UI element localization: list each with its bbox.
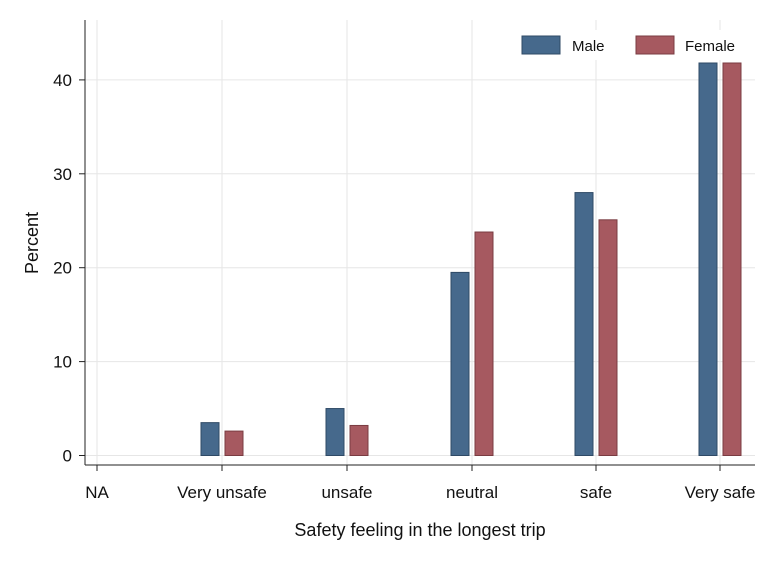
bar-female-4 <box>598 219 618 456</box>
bar-female-1 <box>224 430 244 456</box>
bar-female-3 <box>474 231 494 456</box>
x-tick-label-5: Very safe <box>685 483 756 502</box>
y-axis-title: Percent <box>22 212 42 274</box>
x-axis-ticks: NA Very unsafe unsafe neutral safe Very safe <box>85 465 755 502</box>
gridlines <box>85 20 755 465</box>
bar-male-5 <box>698 62 718 457</box>
y-tick-label-40: 40 <box>53 71 72 90</box>
legend-label-male: Male <box>572 38 605 55</box>
x-axis-title: Safety feeling in the longest trip <box>294 520 545 540</box>
bar-male-3 <box>450 271 470 456</box>
x-tick-label-0: NA <box>85 483 109 502</box>
legend-label-female: Female <box>685 38 735 55</box>
y-tick-label-20: 20 <box>53 259 72 278</box>
y-tick-label-10: 10 <box>53 353 72 372</box>
x-tick-label-1: Very unsafe <box>177 483 267 502</box>
legend: Male Female <box>505 30 755 60</box>
bar-female-5 <box>722 62 742 457</box>
x-tick-label-2: unsafe <box>321 483 372 502</box>
bar-male-1 <box>200 422 220 457</box>
y-axis-ticks: 0 10 20 30 40 <box>53 71 85 466</box>
legend-swatch-male <box>521 35 561 55</box>
y-tick-label-0: 0 <box>63 447 72 466</box>
bar-male-2 <box>325 408 345 456</box>
bar-female-2 <box>349 424 369 456</box>
y-tick-label-30: 30 <box>53 165 72 184</box>
legend-swatch-female <box>635 35 675 55</box>
x-tick-label-4: safe <box>580 483 612 502</box>
bars <box>200 62 742 457</box>
bar-male-4 <box>574 192 594 457</box>
x-tick-label-3: neutral <box>446 483 498 502</box>
